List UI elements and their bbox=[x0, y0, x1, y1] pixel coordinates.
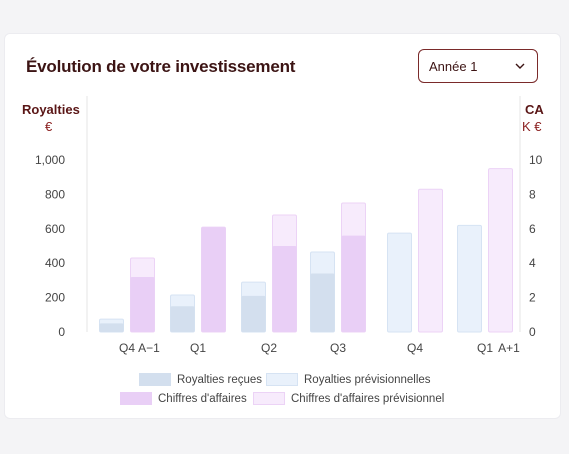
investment-card: Évolution de votre investissement Année … bbox=[4, 33, 561, 419]
left-tick-label: 800 bbox=[45, 187, 65, 201]
right-tick-label: 10 bbox=[529, 153, 543, 167]
left-axis-unit: € bbox=[45, 119, 53, 134]
bar-chiffres-affaires bbox=[272, 246, 297, 332]
right-tick-label: 4 bbox=[529, 256, 536, 270]
legend-label: Chiffres d'affaires prévisionnel bbox=[291, 392, 445, 405]
bar-royalties-recues bbox=[99, 323, 124, 332]
x-tick-label: Q2 bbox=[261, 341, 277, 355]
left-tick-label: 1,000 bbox=[35, 153, 65, 167]
bar-royalties-previsionnelles bbox=[457, 224, 482, 333]
legend-label: Royalties prévisionnelles bbox=[304, 373, 431, 386]
bar-royalties-recues bbox=[241, 295, 266, 332]
left-tick-label: 200 bbox=[45, 291, 65, 305]
x-tick-label: Q1 bbox=[190, 341, 206, 355]
x-tick-label: Q4 bbox=[119, 341, 135, 355]
x-tick-label: Q4 bbox=[407, 341, 423, 355]
year-select-value: Année 1 bbox=[429, 58, 478, 74]
year-select[interactable]: Année 1 bbox=[418, 49, 538, 83]
right-tick-label: 6 bbox=[529, 222, 536, 236]
legend-label: Royalties reçues bbox=[177, 373, 263, 386]
x-tick-label: Q1 bbox=[477, 341, 493, 355]
legend-swatch bbox=[266, 373, 298, 386]
chevron-down-icon bbox=[515, 63, 525, 69]
legend-item-chiffres-affaires: Chiffres d'affaires bbox=[120, 392, 247, 405]
bar-chiffres-affaires bbox=[130, 276, 155, 332]
x-tick-suffix: A−1 bbox=[138, 341, 160, 355]
x-tick-label: Q3 bbox=[330, 341, 346, 355]
legend-item-royalties-previsionnelles: Royalties prévisionnelles bbox=[266, 373, 431, 386]
legend-swatch bbox=[120, 392, 152, 405]
left-tick-label: 0 bbox=[58, 325, 65, 339]
bar-royalties-previsionnelles bbox=[387, 232, 412, 333]
bar-chiffres-affaires bbox=[201, 227, 226, 332]
right-tick-label: 0 bbox=[529, 325, 536, 339]
right-axis-title: CA bbox=[525, 102, 544, 117]
bar-royalties-recues bbox=[310, 273, 335, 332]
card-title: Évolution de votre investissement bbox=[26, 57, 296, 76]
bar-ca-previsionnel bbox=[488, 168, 513, 333]
bar-royalties-recues bbox=[170, 306, 195, 332]
left-tick-label: 600 bbox=[45, 222, 65, 236]
right-tick-label: 2 bbox=[529, 291, 536, 305]
legend-item-royalties-recues: Royalties reçues bbox=[139, 373, 262, 386]
bar-ca-previsionnel bbox=[418, 188, 443, 333]
legend-item-chiffres-affaires-previsionnel: Chiffres d'affaires prévisionnel bbox=[253, 392, 444, 405]
legend-label: Chiffres d'affaires bbox=[158, 392, 247, 405]
left-axis-title: Royalties bbox=[22, 102, 80, 117]
right-tick-label: 8 bbox=[529, 187, 536, 201]
bar-chiffres-affaires bbox=[341, 235, 366, 332]
left-tick-label: 400 bbox=[45, 256, 65, 270]
legend-swatch bbox=[139, 373, 171, 386]
right-axis-unit: K € bbox=[522, 119, 542, 134]
legend-swatch bbox=[253, 392, 285, 405]
x-tick-suffix: A+1 bbox=[498, 341, 520, 355]
